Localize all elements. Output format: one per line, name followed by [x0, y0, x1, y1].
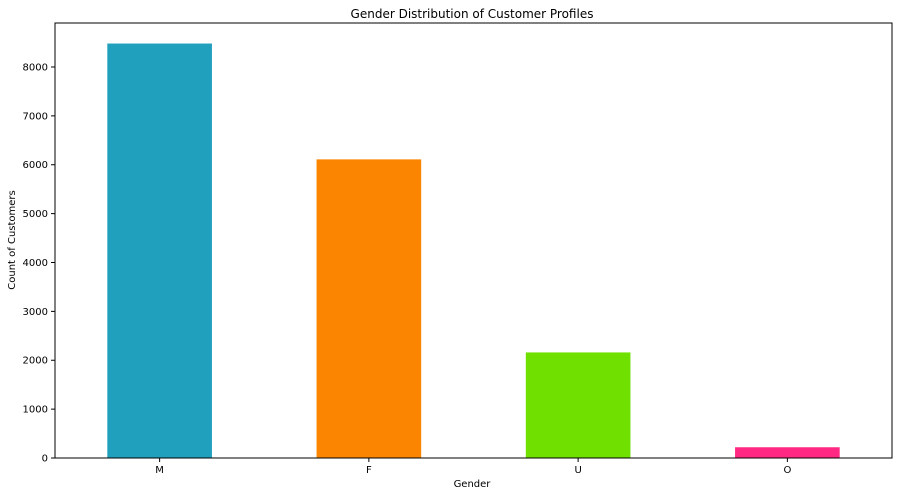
- y-tick-label: 0: [42, 454, 48, 465]
- x-tick-label: O: [783, 465, 791, 476]
- y-tick-label: 2000: [23, 356, 48, 367]
- y-tick-label: 5000: [23, 209, 48, 220]
- plot-frame: [54, 22, 893, 459]
- y-tick-label: 7000: [23, 111, 48, 122]
- y-tick-label: 1000: [23, 405, 48, 416]
- y-tick-label: 4000: [23, 258, 48, 269]
- bar-U: [525, 352, 631, 458]
- x-tick-label: U: [574, 465, 581, 476]
- y-tick-label: 3000: [23, 307, 48, 318]
- x-tick-label: F: [366, 465, 372, 476]
- x-axis-label: Gender: [454, 479, 492, 490]
- bar-F: [316, 159, 422, 458]
- y-tick-label: 6000: [23, 160, 48, 171]
- bar-O: [735, 447, 840, 458]
- x-tick-label: M: [155, 465, 164, 476]
- chart-title: Gender Distribution of Customer Profiles: [351, 7, 594, 21]
- y-tick-label: 8000: [23, 62, 48, 73]
- y-axis-label: Count of Customers: [7, 190, 18, 289]
- y-axis: 0 1000 2000 3000 4000 5000 6000 7000 8000: [23, 62, 55, 465]
- bars-group: [107, 43, 840, 458]
- bar-M: [107, 43, 212, 458]
